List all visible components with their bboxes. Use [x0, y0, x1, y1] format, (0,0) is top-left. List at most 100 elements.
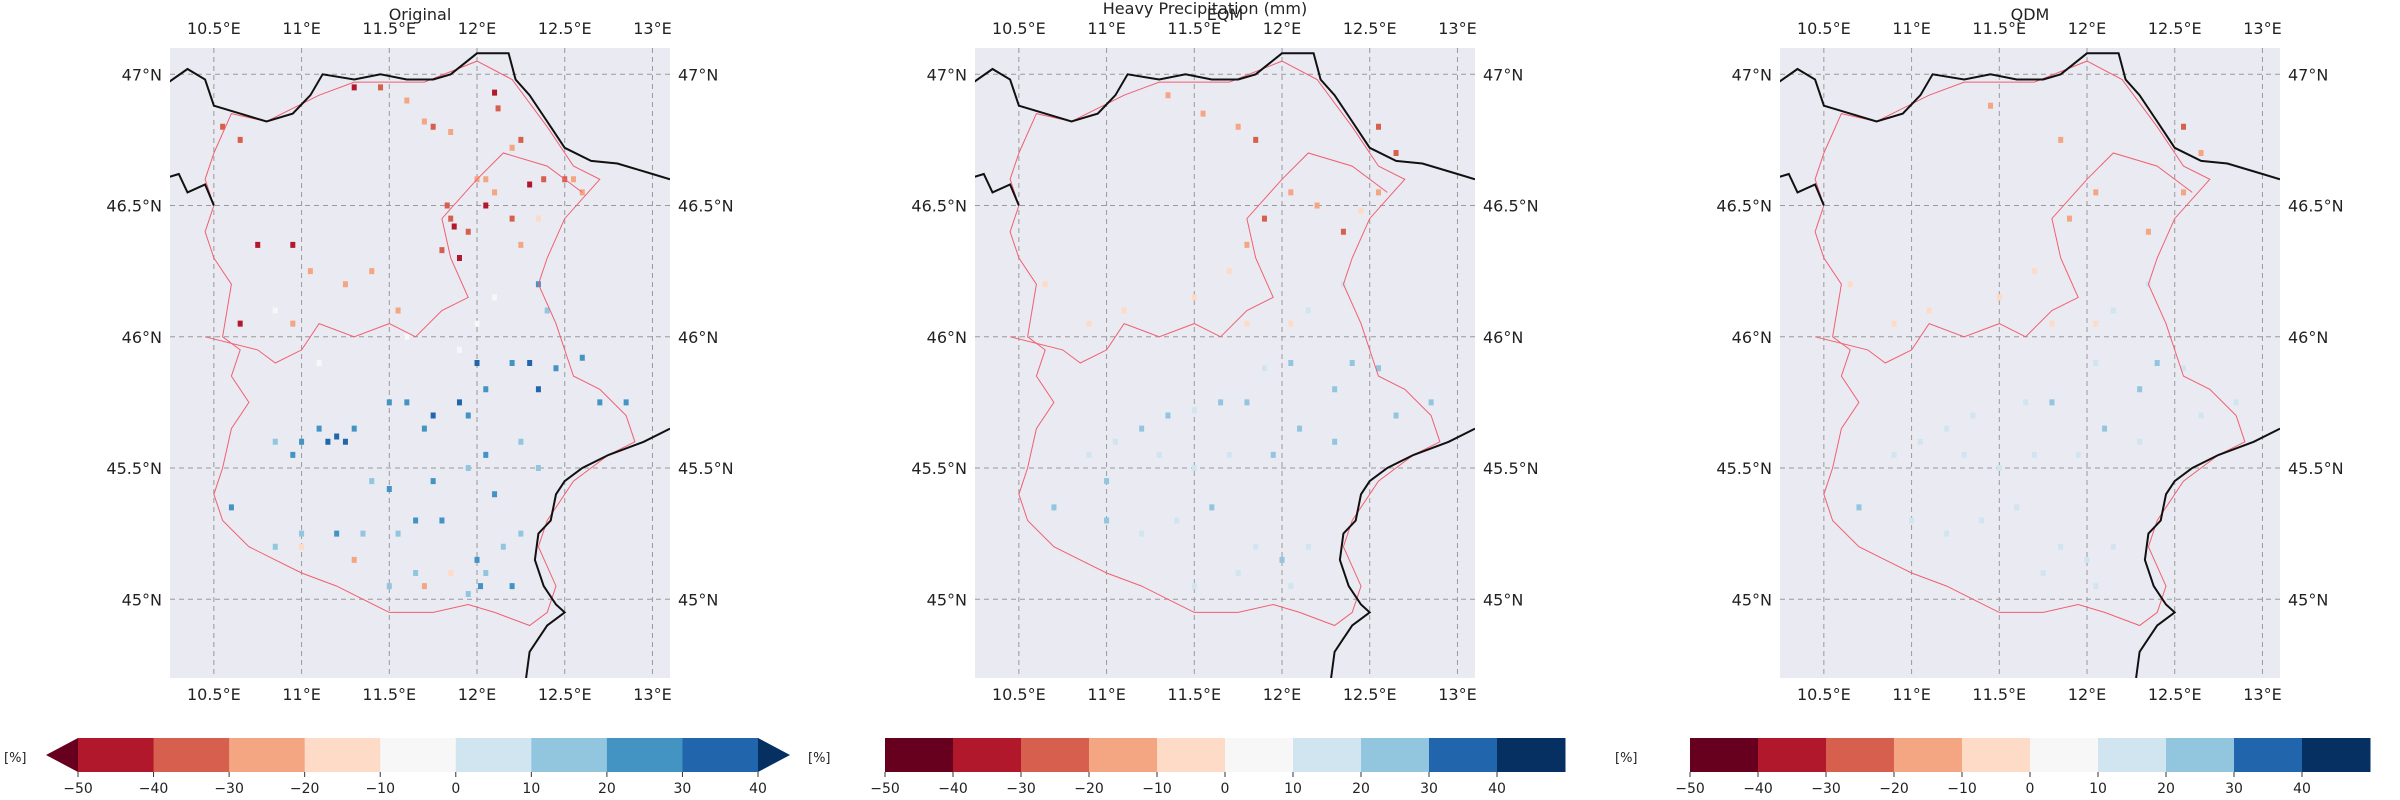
grid-cell: [1104, 517, 1110, 524]
grid-cell: [465, 228, 471, 235]
lon-tick-label-bottom: 11.5°E: [1167, 685, 1221, 704]
lon-tick-label-bottom: 12.5°E: [538, 685, 592, 704]
colorbar-segment: [1690, 738, 1759, 772]
grid-cell: [2075, 451, 2081, 458]
grid-cell: [483, 202, 489, 209]
grid-cell: [1340, 228, 1346, 235]
grid-cell: [527, 181, 533, 188]
grid-cell: [1917, 438, 1923, 445]
grid-cell: [1279, 556, 1285, 563]
grid-cell: [1358, 207, 1364, 214]
colorbar-tick-label: 40: [749, 781, 767, 797]
colorbar-tick-label: 10: [522, 781, 540, 797]
grid-cell: [2014, 504, 2020, 511]
grid-cell: [421, 425, 427, 432]
grid-cell: [541, 176, 547, 183]
grid-cell: [1086, 451, 1092, 458]
colorbar-segment: [229, 738, 306, 772]
country-border: [1780, 172, 1825, 206]
grid-cell: [2093, 320, 2099, 327]
lon-tick-label-bottom: 11.5°E: [362, 685, 416, 704]
lon-tick-label-bottom: 12.5°E: [1343, 685, 1397, 704]
grid-cell: [1393, 412, 1399, 419]
grid-cell: [1847, 281, 1853, 288]
lat-tick-label-right: 46°N: [2288, 328, 2328, 347]
colorbar-tick-label: −30: [1811, 781, 1841, 797]
grid-cell: [456, 255, 462, 261]
colorbar-unit-label: [%]: [808, 751, 831, 766]
grid-cell: [483, 386, 489, 393]
grid-cell: [492, 294, 498, 301]
lat-tick-label-right: 45°N: [2288, 590, 2328, 609]
grid-cell: [2198, 412, 2204, 419]
grid-cell: [255, 241, 261, 248]
grid-cell: [1174, 517, 1180, 524]
grid-cell: [1288, 360, 1294, 366]
grid-cell: [1042, 281, 1048, 288]
colorbar-segment: [455, 738, 532, 772]
lon-tick-label-bottom: 12°E: [1263, 685, 1301, 704]
lat-tick-label-right: 45.5°N: [678, 459, 734, 478]
lat-tick-label-left: 46°N: [1732, 328, 1772, 347]
grid-cell: [2181, 123, 2187, 130]
lon-tick-label-top: 11°E: [282, 19, 320, 38]
lat-tick-label-left: 47°N: [1732, 65, 1772, 84]
lon-tick-label-top: 12.5°E: [538, 19, 592, 38]
grid-cell: [495, 105, 501, 112]
lat-tick-label-left: 46.5°N: [106, 197, 162, 216]
lat-tick-label-right: 46°N: [1483, 328, 1523, 347]
colorbar-segment: [304, 738, 381, 772]
grid-cell: [342, 438, 348, 445]
grid-cell: [1332, 386, 1338, 393]
grid-cell: [228, 504, 234, 511]
colorbar-tick-label: −10: [1142, 781, 1172, 797]
lat-tick-label-left: 46.5°N: [1716, 197, 1772, 216]
grid-cell: [351, 84, 357, 91]
colorbar-segment: [1497, 738, 1566, 772]
grid-cell: [378, 84, 384, 91]
colorbar-segment: [1826, 738, 1895, 772]
grid-cell: [2110, 543, 2116, 550]
lat-tick-label-right: 45.5°N: [2288, 459, 2344, 478]
country-border: [2135, 427, 2280, 678]
lat-tick-label-left: 45°N: [122, 590, 162, 609]
grid-cell: [1856, 504, 1862, 511]
grid-cell: [430, 412, 436, 419]
lat-tick-label-right: 46.5°N: [1483, 197, 1539, 216]
colorbar-tick-label: 30: [2225, 781, 2243, 797]
colorbar-tick-label: −40: [1743, 781, 1773, 797]
grid-cell: [369, 478, 375, 485]
colorbar-tick-label: −20: [290, 781, 320, 797]
colorbar-extend-low: [46, 738, 78, 772]
lon-tick-label-top: 13°E: [633, 19, 671, 38]
grid-cell: [448, 129, 454, 135]
grid-cell: [290, 451, 296, 458]
grid-cell: [474, 320, 480, 327]
grid-cell: [2154, 360, 2160, 366]
grid-cell: [1376, 189, 1382, 196]
country-border: [975, 52, 1475, 181]
grid-cell: [2058, 543, 2064, 550]
grid-cell: [2181, 189, 2187, 196]
panel-title: Original: [389, 5, 452, 24]
grid-cell: [456, 399, 462, 406]
lon-tick-label-bottom: 13°E: [1438, 685, 1476, 704]
lat-tick-label-left: 46°N: [122, 328, 162, 347]
grid-cell: [395, 307, 401, 314]
grid-cell: [1332, 438, 1338, 445]
grid-cell: [395, 530, 401, 537]
grid-cell: [509, 144, 515, 151]
grid-cell: [483, 176, 489, 183]
lon-tick-label-bottom: 11°E: [1892, 685, 1930, 704]
colorbar-segment: [1361, 738, 1430, 772]
grid-cell: [1961, 451, 1967, 458]
grid-cell: [430, 123, 436, 130]
grid-cell: [1297, 425, 1303, 432]
colorbar-tick-label: −30: [214, 781, 244, 797]
grid-cell: [2031, 451, 2037, 458]
grid-cell: [448, 570, 454, 576]
grid-cell: [1226, 451, 1232, 458]
grid-cell: [2093, 583, 2099, 590]
grid-cell: [2058, 136, 2064, 143]
grid-cell: [474, 556, 480, 563]
